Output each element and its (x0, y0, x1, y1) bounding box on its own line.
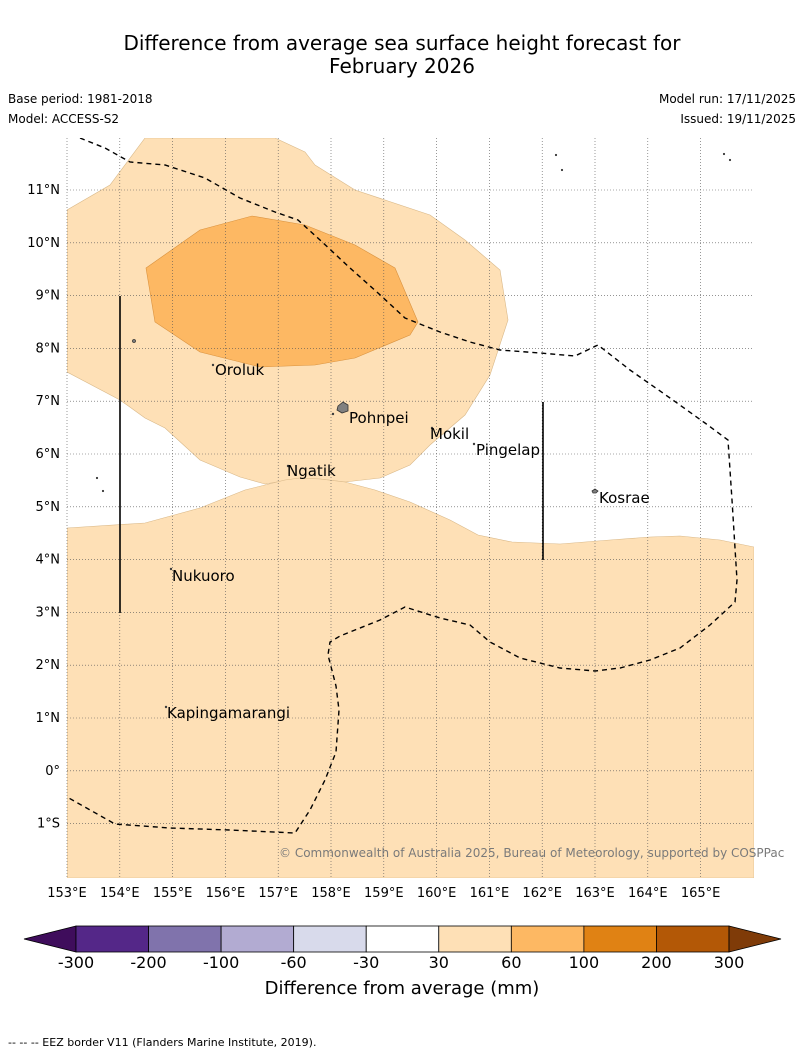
colorbar: -300 -200 -100 -60 -30 30 60 100 200 300 (23, 925, 782, 972)
lon-tick-label: 154°E (100, 886, 140, 901)
longitude-labels: 153°E 154°E 155°E 156°E 157°E 158°E 159°E 160°E… (47, 886, 720, 901)
lon-tick-label: 159°E (364, 886, 404, 901)
lon-tick-label: 156°E (206, 886, 246, 901)
colorbar-tick-label: 300 (714, 953, 745, 972)
eez-footnote: -- -- -- EEZ border V11 (Flanders Marine… (8, 1036, 317, 1049)
small-island (554, 153, 558, 157)
lat-tick-label: 1°N (36, 711, 61, 726)
latitude-labels: 11°N 10°N 9°N 8°N 7°N 6°N 5°N 4°N 3°N 2°N 1°N 0° 1°S (27, 183, 60, 832)
anomaly-region-60-100 (145, 215, 419, 368)
lon-tick-label: 165°E (681, 886, 721, 901)
colorbar-title: Difference from average (mm) (264, 978, 540, 999)
map-title-line-1: Difference from average sea surface heig… (123, 31, 681, 55)
model-label: Model: ACCESS-S2 (8, 112, 120, 126)
place-label-kosrae: Kosrae (599, 489, 650, 507)
place-label-pingelap: Pingelap (476, 441, 540, 459)
colorbar-segment (75, 925, 149, 953)
small-island (331, 412, 335, 416)
place-label-pohnpei: Pohnpei (349, 409, 409, 427)
lat-tick-label: 9°N (36, 289, 61, 304)
colorbar-tick-label: 100 (569, 953, 600, 972)
lat-tick-label: 2°N (36, 658, 61, 673)
colorbar-tick-label: 200 (641, 953, 672, 972)
colorbar-tick-label: -200 (130, 953, 166, 972)
colorbar-segment (148, 925, 222, 953)
ngatik-atoll (286, 464, 290, 468)
place-label-kapingamarangi: Kapingamarangi (167, 704, 290, 722)
pingelap-atoll (472, 442, 476, 446)
lon-tick-label: 163°E (575, 886, 615, 901)
lat-tick-label: 0° (45, 764, 60, 779)
map-title: Difference from average sea surface heig… (0, 32, 804, 78)
islands (95, 152, 732, 709)
lon-tick-label: 157°E (258, 886, 298, 901)
lon-tick-label: 158°E (311, 886, 351, 901)
colorbar-tick-label: 30 (429, 953, 449, 972)
eez-label-marks (119, 296, 544, 613)
colorbar-tick-label: -30 (353, 953, 379, 972)
colorbar-segment (220, 925, 295, 953)
small-island (132, 339, 136, 343)
colorbar-tick-label: -100 (203, 953, 239, 972)
small-island (722, 152, 726, 156)
lon-tick-label: 162°E (522, 886, 562, 901)
anomaly-region-30-60-south (67, 477, 754, 878)
colorbar-segment (293, 925, 367, 953)
lon-tick-label: 160°E (417, 886, 457, 901)
lon-tick-label: 155°E (153, 886, 193, 901)
issued-label: Issued: 19/11/2025 (680, 112, 796, 126)
oroluk-atoll (211, 363, 215, 367)
place-labels: Oroluk Pohnpei Mokil Pingelap Ngatik Kos… (167, 361, 650, 722)
colorbar-segment (510, 925, 585, 953)
nukuoro-atoll (169, 567, 173, 571)
place-label-mokil: Mokil (430, 425, 469, 443)
lat-tick-label: 4°N (36, 553, 61, 568)
lat-tick-label: 1°S (37, 817, 60, 832)
colorbar-extend-low (23, 925, 77, 953)
copyright-text: © Commonwealth of Australia 2025, Bureau… (279, 846, 784, 860)
small-island (101, 489, 105, 493)
kapingamarangi-atoll (164, 705, 168, 709)
eez-border-north (67, 138, 738, 834)
eez-borders (67, 138, 738, 834)
lat-tick-label: 11°N (27, 183, 60, 198)
lat-tick-label: 8°N (36, 341, 61, 356)
place-label-nukuoro: Nukuoro (172, 567, 235, 585)
lon-tick-label: 164°E (628, 886, 668, 901)
colorbar-segment (365, 925, 440, 953)
small-island (728, 158, 732, 162)
place-label-ngatik: Ngatik (287, 462, 336, 480)
model-run-label: Model run: 17/11/2025 (658, 92, 796, 106)
small-island (95, 476, 99, 480)
colorbar-segment (656, 925, 730, 953)
contour-fill-layer (67, 138, 754, 878)
lon-tick-label: 161°E (470, 886, 510, 901)
pohnpei-island (336, 401, 349, 414)
colorbar-extend-high (728, 925, 782, 953)
colorbar-segment (583, 925, 657, 953)
lat-tick-label: 6°N (36, 447, 61, 462)
colorbar-tick-label: 60 (501, 953, 521, 972)
map-title-line-2: February 2026 (329, 54, 475, 78)
lat-tick-label: 5°N (36, 500, 61, 515)
lat-tick-label: 10°N (27, 236, 60, 251)
kosrae-island (591, 488, 599, 494)
lat-tick-label: 3°N (36, 605, 61, 620)
colorbar-tick-label: -60 (281, 953, 307, 972)
place-label-oroluk: Oroluk (215, 361, 264, 379)
lat-tick-label: 7°N (36, 394, 61, 409)
colorbar-tick-label: -300 (58, 953, 94, 972)
mokil-atoll (430, 426, 434, 430)
small-island (560, 168, 564, 172)
colorbar-segment (438, 925, 512, 953)
base-period-label: Base period: 1981-2018 (8, 92, 153, 106)
lon-tick-label: 153°E (47, 886, 87, 901)
